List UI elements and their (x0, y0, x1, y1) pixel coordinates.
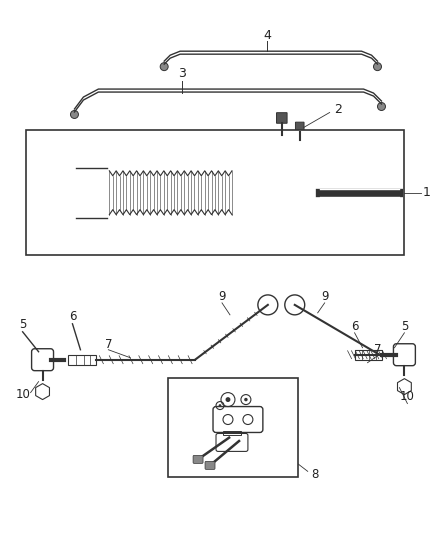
Text: 5: 5 (401, 320, 408, 333)
Text: 7: 7 (374, 343, 381, 356)
Text: 2: 2 (334, 103, 342, 116)
FancyBboxPatch shape (296, 122, 304, 133)
Text: 3: 3 (178, 67, 186, 80)
Bar (68, 355, 96, 365)
Text: 7: 7 (105, 338, 112, 351)
Text: 1: 1 (422, 186, 430, 199)
FancyBboxPatch shape (276, 112, 287, 123)
Bar (25, 131, 404, 255)
Text: 6: 6 (351, 320, 358, 333)
Text: 10: 10 (400, 390, 415, 403)
Circle shape (219, 404, 221, 407)
FancyBboxPatch shape (205, 462, 215, 470)
Bar (355, 350, 382, 360)
Circle shape (374, 63, 381, 71)
Bar (169, 187, 199, 199)
Text: 9: 9 (321, 290, 328, 303)
Circle shape (244, 398, 247, 401)
Text: 10: 10 (15, 388, 30, 401)
Circle shape (160, 63, 168, 71)
Circle shape (378, 102, 385, 110)
Text: 6: 6 (69, 310, 76, 324)
Text: 9: 9 (218, 290, 226, 303)
Circle shape (226, 397, 230, 402)
Text: 5: 5 (19, 318, 26, 332)
Text: 8: 8 (311, 468, 318, 481)
Bar (223, 432, 241, 435)
Text: 4: 4 (263, 29, 271, 42)
Bar (168, 378, 298, 478)
Circle shape (71, 110, 78, 118)
FancyBboxPatch shape (193, 455, 203, 463)
